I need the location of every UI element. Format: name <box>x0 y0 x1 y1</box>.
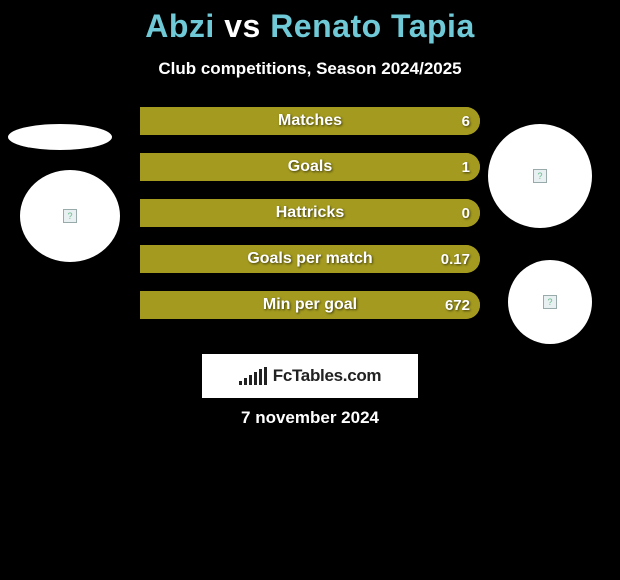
oval-right-bottom: ? <box>508 260 592 344</box>
stat-value-right: 0 <box>462 205 470 222</box>
stat-value-right: 0.17 <box>441 251 470 268</box>
brand-bar: FcTables.com <box>202 354 418 398</box>
stat-row: Hattricks 0 <box>140 199 480 227</box>
stat-value-right: 6 <box>462 113 470 130</box>
placeholder-icon: ? <box>543 295 557 309</box>
stat-label: Goals <box>288 158 332 176</box>
oval-left-player: ? <box>20 170 120 262</box>
oval-top-left <box>8 124 112 150</box>
player2-name: Renato Tapia <box>270 8 475 44</box>
stat-value-right: 672 <box>445 297 470 314</box>
comparison-title: Abzi vs Renato Tapia <box>0 0 620 45</box>
oval-right-top: ? <box>488 124 592 228</box>
stat-row: Matches 6 <box>140 107 480 135</box>
stat-row: Goals per match 0.17 <box>140 245 480 273</box>
player1-name: Abzi <box>145 8 215 44</box>
stat-label: Matches <box>278 112 342 130</box>
vs-label: vs <box>224 8 261 44</box>
stat-label: Hattricks <box>276 204 344 222</box>
stat-label: Goals per match <box>247 250 372 268</box>
placeholder-icon: ? <box>63 209 77 223</box>
stat-row: Min per goal 672 <box>140 291 480 319</box>
stat-value-right: 1 <box>462 159 470 176</box>
brand-bars-icon <box>239 367 267 385</box>
stat-rows-container: Matches 6 Goals 1 Hattricks 0 Goals per match 0… <box>140 107 480 337</box>
brand-text: FcTables.com <box>273 366 382 386</box>
stat-row: Goals 1 <box>140 153 480 181</box>
placeholder-icon: ? <box>533 169 547 183</box>
date-line: 7 november 2024 <box>0 408 620 428</box>
subtitle: Club competitions, Season 2024/2025 <box>0 59 620 79</box>
stat-label: Min per goal <box>263 296 357 314</box>
